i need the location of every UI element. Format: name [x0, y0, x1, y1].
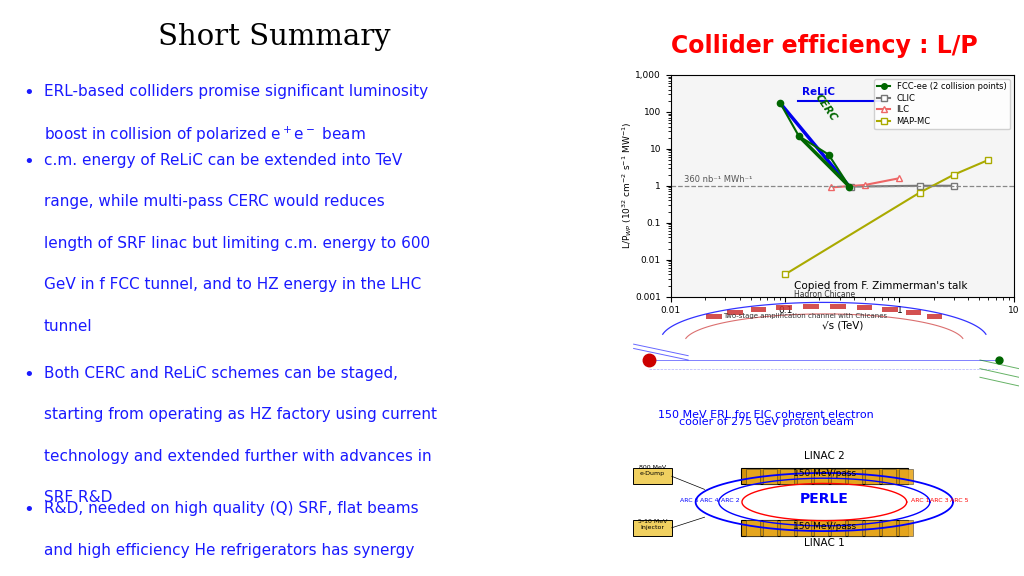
Bar — [727, 310, 742, 315]
Bar — [927, 313, 942, 319]
Text: 150 MeV/pass: 150 MeV/pass — [793, 469, 856, 478]
Text: technology and extended further with advances in: technology and extended further with adv… — [44, 449, 432, 464]
Text: R&D, needed on high quality (Q) SRF, flat beams: R&D, needed on high quality (Q) SRF, fla… — [44, 501, 419, 516]
Text: boost in collision of polarized e$^+$e$^-$ beam: boost in collision of polarized e$^+$e$^… — [44, 125, 366, 145]
Bar — [865, 469, 879, 484]
Bar — [814, 521, 827, 536]
Bar — [857, 305, 872, 310]
Bar — [830, 304, 846, 309]
Bar — [865, 521, 879, 536]
Text: 360 nb⁻¹ MWh⁻¹: 360 nb⁻¹ MWh⁻¹ — [684, 175, 752, 184]
Text: ERL-based colliders promise significant luminosity: ERL-based colliders promise significant … — [44, 84, 428, 98]
Bar — [780, 469, 794, 484]
Text: 5-10 MeV
Injector: 5-10 MeV Injector — [638, 519, 667, 530]
Bar — [633, 520, 672, 536]
Bar — [899, 469, 912, 484]
Bar — [798, 521, 811, 536]
Text: ReLiC: ReLiC — [802, 88, 835, 97]
Bar — [848, 469, 862, 484]
Bar — [740, 468, 908, 484]
Text: length of SRF linac but limiting c.m. energy to 600: length of SRF linac but limiting c.m. en… — [44, 236, 430, 251]
X-axis label: √s (TeV): √s (TeV) — [821, 321, 863, 331]
Text: 800 MeV
e-Dump: 800 MeV e-Dump — [639, 465, 666, 476]
Bar — [831, 521, 845, 536]
Text: starting from operating as HZ factory using current: starting from operating as HZ factory us… — [44, 407, 437, 422]
Text: and high efficiency He refrigerators has synergy: and high efficiency He refrigerators has… — [44, 543, 415, 558]
Text: 150 MeV ERL for EIC coherent electron: 150 MeV ERL for EIC coherent electron — [658, 410, 873, 419]
Bar — [764, 469, 777, 484]
Text: Collider efficiency : L/P: Collider efficiency : L/P — [671, 34, 978, 58]
Text: ARC 5: ARC 5 — [950, 498, 969, 503]
Text: •: • — [24, 153, 34, 170]
Text: •: • — [24, 366, 34, 384]
Bar — [776, 305, 792, 310]
Text: LINAC 2: LINAC 2 — [804, 451, 845, 461]
Bar — [883, 469, 896, 484]
Bar — [798, 469, 811, 484]
Bar — [848, 521, 862, 536]
Bar — [883, 307, 898, 312]
Text: range, while multi-pass CERC would reduces: range, while multi-pass CERC would reduc… — [44, 194, 385, 209]
Text: Both CERC and ReLiC schemes can be staged,: Both CERC and ReLiC schemes can be stage… — [44, 366, 398, 381]
Text: PERLE: PERLE — [800, 492, 849, 506]
Text: GeV in f FCC tunnel, and to HZ energy in the LHC: GeV in f FCC tunnel, and to HZ energy in… — [44, 277, 421, 292]
Y-axis label: L/P$_{WP}$ (10$^{32}$ cm$^{-2}$ s$^{-1}$ MW$^{-1}$): L/P$_{WP}$ (10$^{32}$ cm$^{-2}$ s$^{-1}$… — [620, 122, 634, 249]
Text: LINAC 1: LINAC 1 — [804, 538, 845, 548]
Text: 150 MeV/pass: 150 MeV/pass — [793, 522, 856, 531]
Text: CERC: CERC — [813, 93, 839, 123]
Legend: FCC-ee (2 collision points), CLIC, ILC, MAP-MC: FCC-ee (2 collision points), CLIC, ILC, … — [874, 79, 1010, 129]
Text: ARC 3: ARC 3 — [930, 498, 949, 503]
Bar — [831, 469, 845, 484]
Bar — [803, 304, 818, 309]
Bar — [751, 307, 766, 312]
Bar — [780, 521, 794, 536]
Text: c.m. energy of ReLiC can be extended into TeV: c.m. energy of ReLiC can be extended int… — [44, 153, 402, 168]
Text: Short Summary: Short Summary — [158, 23, 391, 51]
Bar — [746, 521, 760, 536]
Bar — [899, 521, 912, 536]
Text: cooler of 275 GeV proton beam: cooler of 275 GeV proton beam — [679, 417, 853, 427]
Text: Hadron Chicane: Hadron Chicane — [794, 290, 855, 298]
Text: Copied from F. Zimmerman's talk: Copied from F. Zimmerman's talk — [795, 281, 968, 291]
Text: ARC 4: ARC 4 — [699, 498, 719, 503]
Text: •: • — [24, 501, 34, 519]
Bar — [883, 521, 896, 536]
Bar — [707, 313, 722, 319]
Bar — [633, 468, 672, 484]
Text: •: • — [24, 84, 34, 101]
Text: SRF R&D: SRF R&D — [44, 490, 113, 505]
Bar — [906, 310, 922, 315]
Bar — [740, 520, 908, 536]
Bar — [814, 469, 827, 484]
Text: Two-stage amplification channel with Chicanes: Two-stage amplification channel with Chi… — [723, 313, 887, 319]
Text: ARC 2: ARC 2 — [721, 498, 739, 503]
Bar — [764, 521, 777, 536]
Text: tunnel: tunnel — [44, 319, 92, 334]
Text: ARC 6: ARC 6 — [680, 498, 698, 503]
Text: ARC 1: ARC 1 — [911, 498, 930, 503]
Bar — [746, 469, 760, 484]
